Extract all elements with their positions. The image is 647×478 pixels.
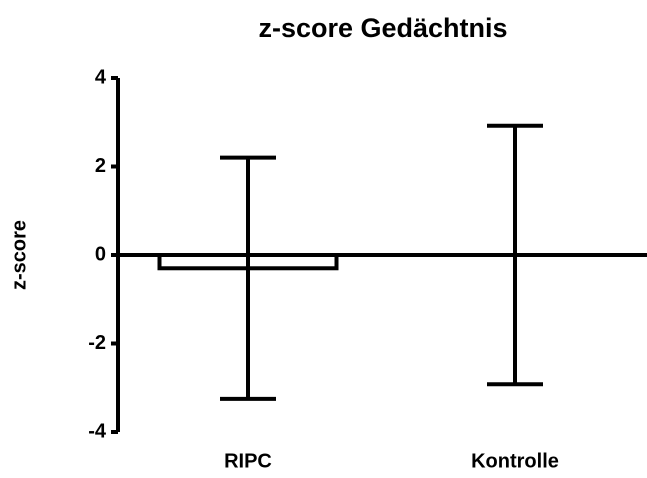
- x-tick-label: Kontrolle: [471, 450, 559, 472]
- y-tick-label: 4: [95, 66, 107, 88]
- y-axis-label: z-score: [8, 220, 30, 290]
- chart-title: z-score Gedächtnis: [258, 13, 507, 43]
- y-tick-label: 2: [95, 155, 106, 177]
- y-tick-label: -2: [88, 332, 106, 354]
- y-tick-label: -4: [88, 420, 107, 442]
- y-tick-label: 0: [95, 243, 106, 265]
- x-tick-label: RIPC: [224, 450, 272, 472]
